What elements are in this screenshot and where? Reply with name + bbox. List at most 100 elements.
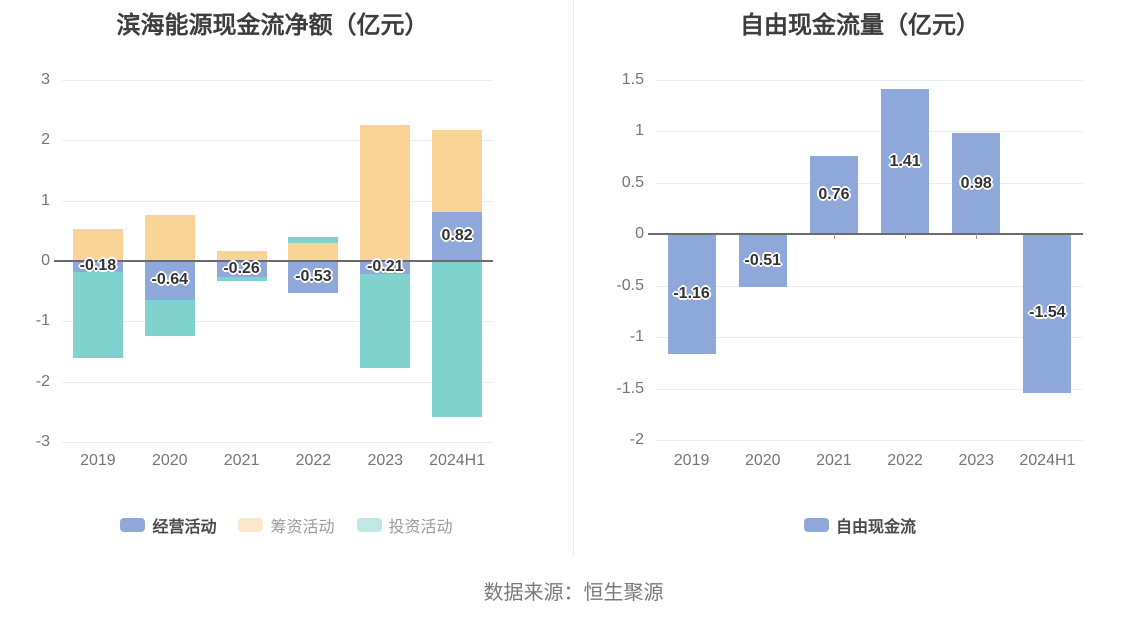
x-axis-label: 2024H1 (429, 452, 486, 469)
panel-divider (573, 0, 574, 556)
cashflow-chart-panel: 滨海能源现金流净额（亿元） 3 2 1 0 -1 -2 -3 2019 2020 2021 2022… (0, 0, 573, 619)
bar-operating-2024H1[interactable] (432, 211, 483, 261)
legend-label-financing: 筹资活动 (270, 519, 335, 536)
bar-value-label: -1.54 (1029, 304, 1066, 322)
bar-operating-2021[interactable] (216, 261, 267, 277)
y-axis-label: 0.5 (621, 173, 644, 191)
bar-financing-2022[interactable] (288, 242, 339, 261)
x-axis-tick (905, 234, 907, 240)
bar-operating-2019[interactable] (72, 261, 123, 272)
x-axis-label: 2023 (367, 452, 404, 469)
bar-value-label: -0.53 (295, 267, 332, 285)
legend-item-free-cash-flow[interactable]: 自由现金流 (803, 513, 916, 537)
bar-value-label: 1.41 (889, 152, 921, 170)
legend-item-operating[interactable]: 经营活动 (120, 513, 216, 537)
y-axis-label: -1.5 (616, 379, 644, 397)
y-axis-label: -0.5 (616, 276, 644, 294)
x-axis-label: 2019 (673, 452, 710, 469)
x-axis-label: 2021 (223, 452, 260, 469)
legend-swatch-operating (120, 518, 146, 532)
bar-operating-2022[interactable] (288, 261, 339, 293)
bar-financing-2023[interactable] (360, 125, 411, 261)
bar-value-label: -0.51 (744, 251, 781, 269)
legend-label-operating: 经营活动 (152, 519, 217, 536)
x-axis-label: 2019 (80, 452, 116, 469)
bar-value-label: -0.21 (367, 258, 404, 276)
x-axis-zero-line (54, 260, 493, 262)
bar-free-cash-flow-2023[interactable] (952, 133, 1001, 235)
grid-line (62, 381, 493, 383)
y-axis-label: 0 (41, 252, 50, 269)
x-axis-label: 2023 (958, 452, 995, 469)
x-axis-label: 2022 (295, 452, 332, 469)
y-axis-label: -2 (35, 372, 50, 390)
y-axis-label: 3 (41, 71, 50, 88)
grid-line (62, 140, 493, 142)
grid-line (656, 388, 1083, 390)
y-axis-label: 1 (635, 122, 644, 140)
bar-free-cash-flow-2022[interactable] (881, 89, 930, 235)
cashflow-chart-title: 滨海能源现金流净额（亿元） (116, 12, 429, 39)
x-axis-tick (976, 234, 978, 240)
x-axis-tick (833, 234, 835, 240)
legend-swatch-free-cash-flow (803, 518, 829, 532)
y-axis-label: 1.5 (621, 71, 644, 88)
grid-line (62, 200, 493, 202)
bar-investing-2021[interactable] (216, 276, 267, 282)
grid-line (656, 80, 1083, 81)
bar-financing-2024H1[interactable] (432, 130, 483, 212)
x-axis-zero-line (648, 233, 1083, 236)
cashflow-legend: 经营活动 筹资活动 投资活动 (0, 513, 573, 537)
free-cashflow-legend: 自由现金流 (573, 513, 1147, 537)
bar-investing-2023[interactable] (360, 273, 411, 369)
legend-label-investing: 投资活动 (388, 519, 453, 536)
bar-free-cash-flow-2019[interactable] (667, 234, 716, 354)
y-axis-label: -3 (35, 433, 50, 450)
grid-line (656, 131, 1083, 133)
bar-value-label: 0.76 (818, 186, 850, 204)
y-axis-label: 0 (635, 225, 644, 243)
bar-operating-2023[interactable] (360, 261, 411, 274)
y-axis-label: 1 (41, 191, 50, 209)
grid-line (656, 337, 1083, 339)
data-source-text: 数据来源：恒生聚源 (483, 582, 664, 604)
bar-investing-2019[interactable] (72, 271, 123, 359)
free-cashflow-chart-title: 自由现金流量（亿元） (740, 12, 980, 39)
bar-investing-2024H1[interactable] (432, 261, 483, 418)
legend-item-investing[interactable]: 投资活动 (356, 513, 453, 537)
bar-value-label: -1.16 (673, 284, 710, 302)
bar-financing-2019[interactable] (72, 229, 123, 261)
bar-value-label: 0.98 (960, 174, 992, 192)
x-axis-label: 2024H1 (1019, 452, 1076, 469)
free-cashflow-chart-panel: 自由现金流量（亿元） 1.5 1 0.5 0 -0.5 -1 -1.5 -2 2019 2020 2… (573, 0, 1147, 619)
y-axis-label: 2 (41, 131, 50, 149)
grid-line (656, 285, 1083, 287)
bar-financing-2021[interactable] (216, 251, 267, 261)
bar-value-label: -0.18 (79, 257, 117, 275)
x-axis-label: 2020 (151, 452, 188, 469)
bar-free-cash-flow-2020[interactable] (738, 234, 787, 287)
grid-line (656, 182, 1083, 184)
bar-financing-2020[interactable] (144, 215, 195, 261)
bar-free-cash-flow-2024H1[interactable] (1023, 234, 1072, 393)
legend-item-financing[interactable]: 筹资活动 (238, 513, 335, 537)
legend-swatch-financing (238, 518, 264, 532)
x-axis-label: 2020 (744, 452, 781, 469)
cashflow-plot-area: 3 2 1 0 -1 -2 -3 2019 2020 2021 2022 2023 2024H1 -0.1… (0, 0, 573, 619)
bar-investing-2020[interactable] (144, 299, 195, 337)
legend-label-free-cash-flow: 自由现金流 (835, 519, 916, 536)
bar-investing-2022[interactable] (288, 236, 339, 243)
grid-line (656, 440, 1083, 441)
x-axis-label: 2021 (816, 452, 852, 469)
bar-free-cash-flow-2021[interactable] (809, 156, 858, 235)
x-axis-label: 2022 (887, 452, 923, 469)
legend-swatch-investing (356, 518, 382, 532)
bar-operating-2020[interactable] (144, 261, 195, 300)
grid-line (62, 442, 493, 443)
y-axis-label: -1 (35, 312, 50, 330)
bar-value-label: -0.64 (151, 271, 188, 289)
bar-value-label: 0.82 (441, 227, 473, 245)
grid-line (62, 80, 493, 81)
grid-line (62, 321, 493, 323)
